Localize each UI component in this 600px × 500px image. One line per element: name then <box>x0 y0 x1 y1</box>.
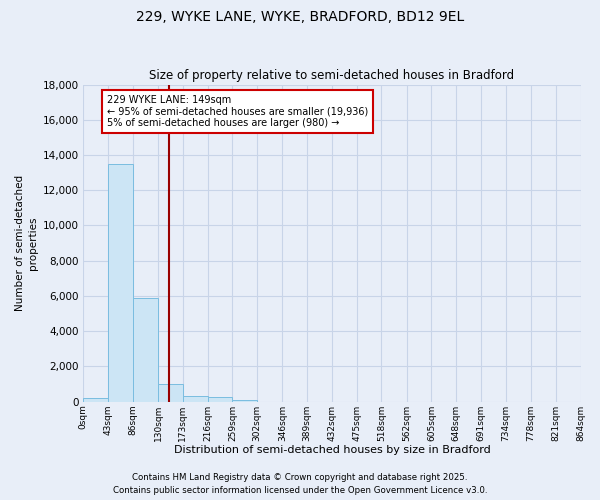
Bar <box>232 400 257 402</box>
Bar <box>183 396 208 402</box>
Text: 229 WYKE LANE: 149sqm
← 95% of semi-detached houses are smaller (19,936)
5% of s: 229 WYKE LANE: 149sqm ← 95% of semi-deta… <box>107 95 368 128</box>
Bar <box>83 398 108 402</box>
Bar <box>158 384 183 402</box>
Y-axis label: Number of semi-detached
properties: Number of semi-detached properties <box>15 175 38 311</box>
Bar <box>108 164 133 402</box>
Text: 229, WYKE LANE, WYKE, BRADFORD, BD12 9EL: 229, WYKE LANE, WYKE, BRADFORD, BD12 9EL <box>136 10 464 24</box>
Bar <box>133 298 158 402</box>
Bar <box>208 398 232 402</box>
X-axis label: Distribution of semi-detached houses by size in Bradford: Distribution of semi-detached houses by … <box>173 445 490 455</box>
Text: Contains HM Land Registry data © Crown copyright and database right 2025.
Contai: Contains HM Land Registry data © Crown c… <box>113 474 487 495</box>
Title: Size of property relative to semi-detached houses in Bradford: Size of property relative to semi-detach… <box>149 69 514 82</box>
